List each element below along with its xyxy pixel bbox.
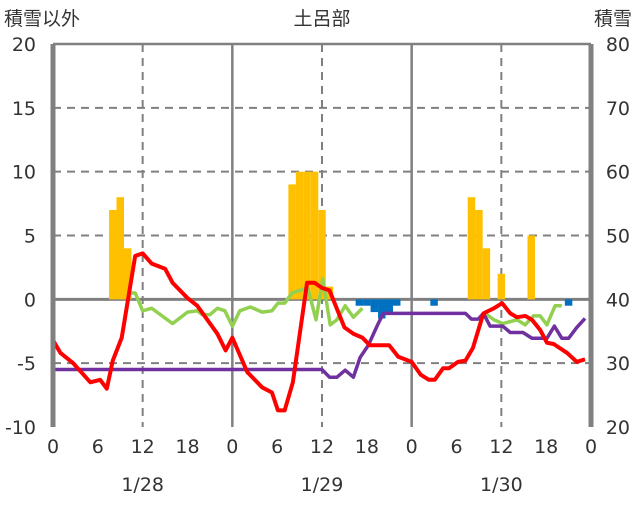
yellow-bar	[467, 197, 476, 300]
x-tick-label: 6	[92, 436, 104, 458]
purple-line	[53, 311, 587, 379]
right-axis-title: 積雪	[594, 8, 632, 30]
frame	[50, 42, 594, 427]
left-tick-label: 10	[12, 162, 36, 184]
date-label: 1/29	[301, 474, 344, 496]
bars	[109, 171, 573, 319]
green-line	[127, 277, 364, 328]
left-tick-label: -5	[17, 353, 36, 375]
date-label: 1/28	[121, 474, 164, 496]
x-tick-label: 6	[450, 436, 462, 458]
blue-bar	[355, 299, 364, 306]
x-tick-label: 12	[489, 436, 513, 458]
x-tick-label: 18	[355, 436, 379, 458]
blue-bar	[363, 299, 371, 306]
blue-bar	[385, 299, 393, 313]
x-tick-label: 6	[271, 436, 283, 458]
x-tick-label: 0	[406, 436, 418, 458]
yellow-bar	[475, 209, 483, 300]
left-tick-label: -10	[5, 417, 36, 439]
chart-title: 土呂部	[293, 8, 350, 30]
right-tick-label: 40	[606, 289, 630, 311]
right-tick-label: 60	[606, 162, 630, 184]
left-tick-label: 5	[24, 226, 36, 248]
right-tick-label: 70	[606, 98, 630, 120]
blue-bar	[370, 299, 379, 313]
yellow-bar	[116, 197, 124, 300]
right-tick-label: 80	[606, 34, 630, 56]
yellow-bar	[295, 171, 304, 300]
x-tick-label: 12	[310, 436, 334, 458]
yellow-bar	[497, 273, 506, 300]
left-tick-label: 20	[12, 34, 36, 56]
left-tick-label: 0	[24, 289, 36, 311]
blue-bar	[378, 299, 386, 319]
right-tick-label: 30	[606, 353, 630, 375]
yellow-bar	[310, 171, 319, 300]
x-tick-label: 0	[47, 436, 59, 458]
yellow-bar	[482, 248, 491, 300]
yellow-bar	[123, 248, 132, 300]
x-tick-label: 0	[226, 436, 238, 458]
x-tick-label: 0	[585, 436, 597, 458]
yellow-bar	[527, 235, 535, 300]
left-axis-title: 積雪以外	[4, 8, 80, 30]
left-tick-label: 15	[12, 98, 36, 120]
yellow-bar	[318, 209, 326, 300]
x-tick-label: 18	[175, 436, 199, 458]
red-line	[51, 251, 586, 413]
blue-bar	[564, 299, 573, 306]
right-tick-label: 50	[606, 226, 630, 248]
right-tick-label: 20	[606, 417, 630, 439]
yellow-bar	[288, 184, 296, 300]
blue-bar	[392, 299, 401, 306]
date-label: 1/30	[480, 474, 523, 496]
blue-bar	[430, 299, 438, 306]
yellow-bar	[109, 209, 117, 300]
x-tick-label: 18	[534, 436, 558, 458]
x-tick-label: 12	[131, 436, 155, 458]
lines	[51, 251, 587, 413]
yellow-bar	[303, 171, 311, 300]
